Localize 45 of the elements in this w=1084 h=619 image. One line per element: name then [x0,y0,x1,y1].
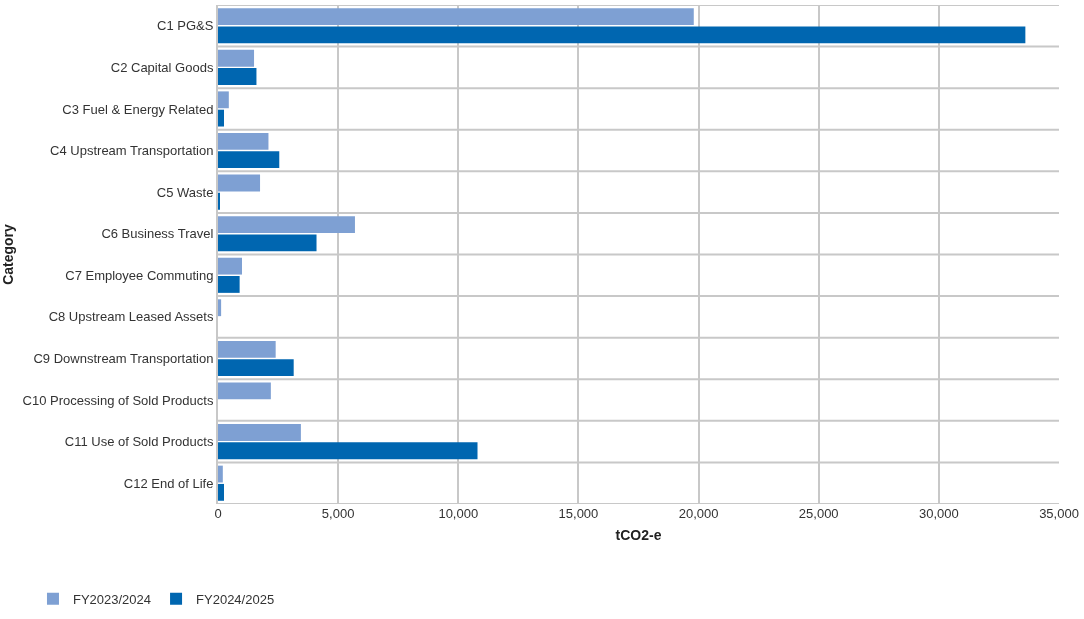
y-tick-label: C11 Use of Sold Products [64,434,214,450]
bar [218,257,243,275]
bar [218,26,1026,44]
y-tick-label: C3 Fuel & Energy Related [62,101,214,117]
bar [218,424,301,441]
x-tick-label: 30,000 [918,506,959,521]
y-tick-label: C7 Employee Commuting [65,267,214,283]
bar [218,132,269,150]
bar [218,216,355,233]
bar [218,174,261,192]
bar [218,68,257,85]
x-tick-label: 35,000 [1039,506,1079,521]
y-tick-label: C1 PG&S [157,18,214,34]
x-axis-title: tCO2-e [615,527,662,544]
y-tick-label: C2 Capital Goods [110,59,214,75]
y-tick-label: C12 End of Life [123,475,214,491]
bar [218,276,240,293]
bar [218,340,276,358]
bar [218,91,229,109]
bar [218,8,694,26]
legend-label: FY2024/2025 [196,591,275,607]
x-tick-label: 0 [214,506,222,521]
x-tick-label: 15,000 [558,506,599,521]
y-tick-label: C10 Processing of Sold Products [22,392,214,408]
y-tick-label: C4 Upstream Transportation [50,143,214,159]
bar [218,483,225,501]
y-axis-title: Category [0,223,16,285]
y-tick-label: C9 Downstream Transportation [33,351,214,367]
bar [218,151,280,169]
legend-label: FY2023/2024 [72,591,152,607]
x-tick-label: 5,000 [321,506,355,521]
bar [218,299,222,317]
bar [218,49,255,67]
x-tick-label: 10,000 [438,506,479,521]
y-tick-label: C6 Business Travel [101,226,214,242]
bar [218,382,271,400]
bar [218,234,317,252]
y-tick-label: C5 Waste [156,184,214,200]
bar [218,359,294,377]
x-tick-label: 20,000 [678,506,719,521]
bar [218,465,223,483]
bar [218,442,478,460]
y-tick-label: C8 Upstream Leased Assets [48,309,214,325]
x-tick-label: 25,000 [798,506,839,521]
bar [218,109,225,127]
